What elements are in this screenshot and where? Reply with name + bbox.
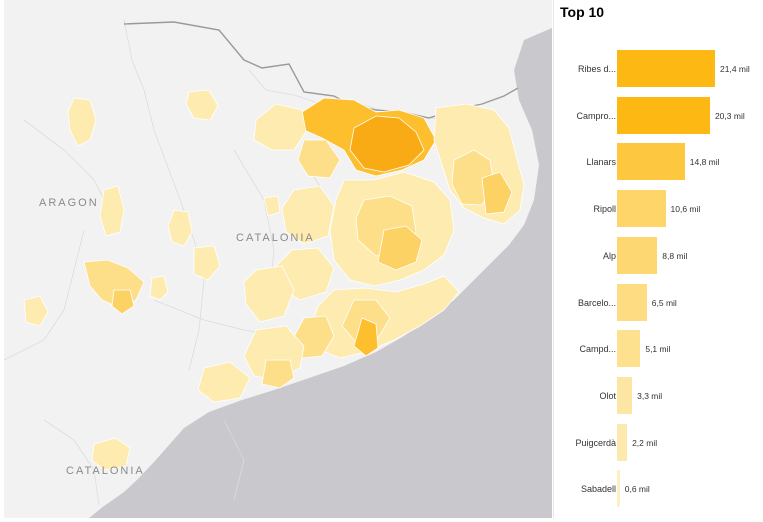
map-region-16[interactable]	[353, 317, 379, 357]
bar-row[interactable]: Sabadell 0,6 mil	[554, 469, 760, 509]
map-label-catalonia: CATALONIA	[236, 232, 315, 244]
bar-category-label: Llanars	[586, 157, 616, 168]
land-area	[4, 0, 552, 518]
top10-bar-chart[interactable]: Top 10 Ribes d... 21,4 mil Campro... 20,3 m…	[553, 0, 760, 518]
map-region-4[interactable]	[297, 139, 341, 179]
bar-value-label: 14,8 mil	[689, 157, 720, 168]
bar-value-label: 10,6 mil	[670, 204, 701, 215]
map-region-31[interactable]	[91, 437, 131, 471]
bar-row[interactable]: Campro... 20,3 mil	[554, 96, 760, 136]
bar-value-label: 6,5 mil	[651, 297, 677, 308]
bar-category-label: Olot	[599, 390, 616, 401]
bar-row[interactable]: Olot 3,3 mil	[554, 376, 760, 416]
bar-row[interactable]: Puigcerdà 2,2 mil	[554, 423, 760, 463]
bar-category-label: Ripoll	[593, 204, 616, 215]
bar[interactable]	[617, 330, 641, 368]
bar-category-label: Campro...	[576, 110, 616, 121]
map-region-2[interactable]	[349, 115, 425, 173]
bar-row[interactable]: Ripoll 10,6 mil	[554, 189, 760, 229]
bar[interactable]	[617, 190, 666, 228]
bar[interactable]	[617, 470, 620, 508]
choropleth-map[interactable]: ARAGON CATALONIA CATALONIA	[4, 0, 552, 518]
map-region-23[interactable]	[99, 185, 125, 237]
bar-value-label: 8,8 mil	[662, 250, 688, 261]
map-region-21[interactable]	[185, 89, 219, 121]
bar-category-label: Barcelo...	[577, 297, 616, 308]
map-region-3[interactable]	[253, 103, 307, 151]
bar-category-label: Sabadell	[580, 484, 616, 495]
bar-row[interactable]: Alp 8,8 mil	[554, 236, 760, 276]
map-region-24[interactable]	[167, 209, 193, 247]
bar-value-label: 0,6 mil	[624, 484, 650, 495]
map-region-7[interactable]	[481, 171, 513, 215]
map-region-11[interactable]	[281, 185, 335, 245]
bar-value-label: 3,3 mil	[637, 390, 663, 401]
bar-value-label: 2,2 mil	[632, 437, 658, 448]
municipality-regions[interactable]	[23, 89, 525, 471]
map-label-catalonia-south: CATALONIA	[66, 465, 145, 477]
bar-category-label: Campd...	[579, 344, 616, 355]
bar-value-label: 21,4 mil	[720, 64, 750, 74]
bar-value-label: 20,3 mil	[714, 110, 745, 121]
bar[interactable]	[617, 283, 647, 321]
bar-category-label: Alp	[602, 250, 616, 261]
map-region-29[interactable]	[23, 295, 49, 327]
bar[interactable]	[617, 50, 715, 87]
map-canvas[interactable]: ARAGON CATALONIA CATALONIA	[4, 0, 552, 518]
map-label-aragon: ARAGON	[39, 197, 99, 209]
map-region-20[interactable]	[261, 359, 295, 389]
admin-borders	[4, 19, 475, 506]
bar-row[interactable]: Ribes d... 21,4 mil	[554, 49, 760, 89]
map-region-22[interactable]	[67, 97, 97, 147]
map-region-25[interactable]	[193, 245, 221, 281]
map-region-13[interactable]	[243, 265, 295, 323]
bar-row[interactable]: Barcelo... 6,5 mil	[554, 283, 760, 323]
bar[interactable]	[617, 236, 658, 274]
map-region-10[interactable]	[377, 225, 423, 271]
map-region-30[interactable]	[263, 195, 281, 217]
bar[interactable]	[617, 143, 685, 181]
bar-row[interactable]: Llanars 14,8 mil	[554, 142, 760, 182]
bar-row[interactable]: Campd... 5,1 mil	[554, 329, 760, 369]
bar[interactable]	[617, 423, 628, 461]
map-region-19[interactable]	[197, 361, 251, 403]
map-region-28[interactable]	[149, 275, 169, 301]
bar-category-label: Ribes d...	[577, 64, 616, 74]
chart-title: Top 10	[560, 4, 605, 20]
bar[interactable]	[617, 96, 710, 134]
bar-value-label: 5,1 mil	[645, 344, 671, 355]
bar-category-label: Puigcerdà	[575, 437, 616, 448]
map-region-27[interactable]	[111, 289, 135, 315]
bar[interactable]	[617, 376, 633, 414]
